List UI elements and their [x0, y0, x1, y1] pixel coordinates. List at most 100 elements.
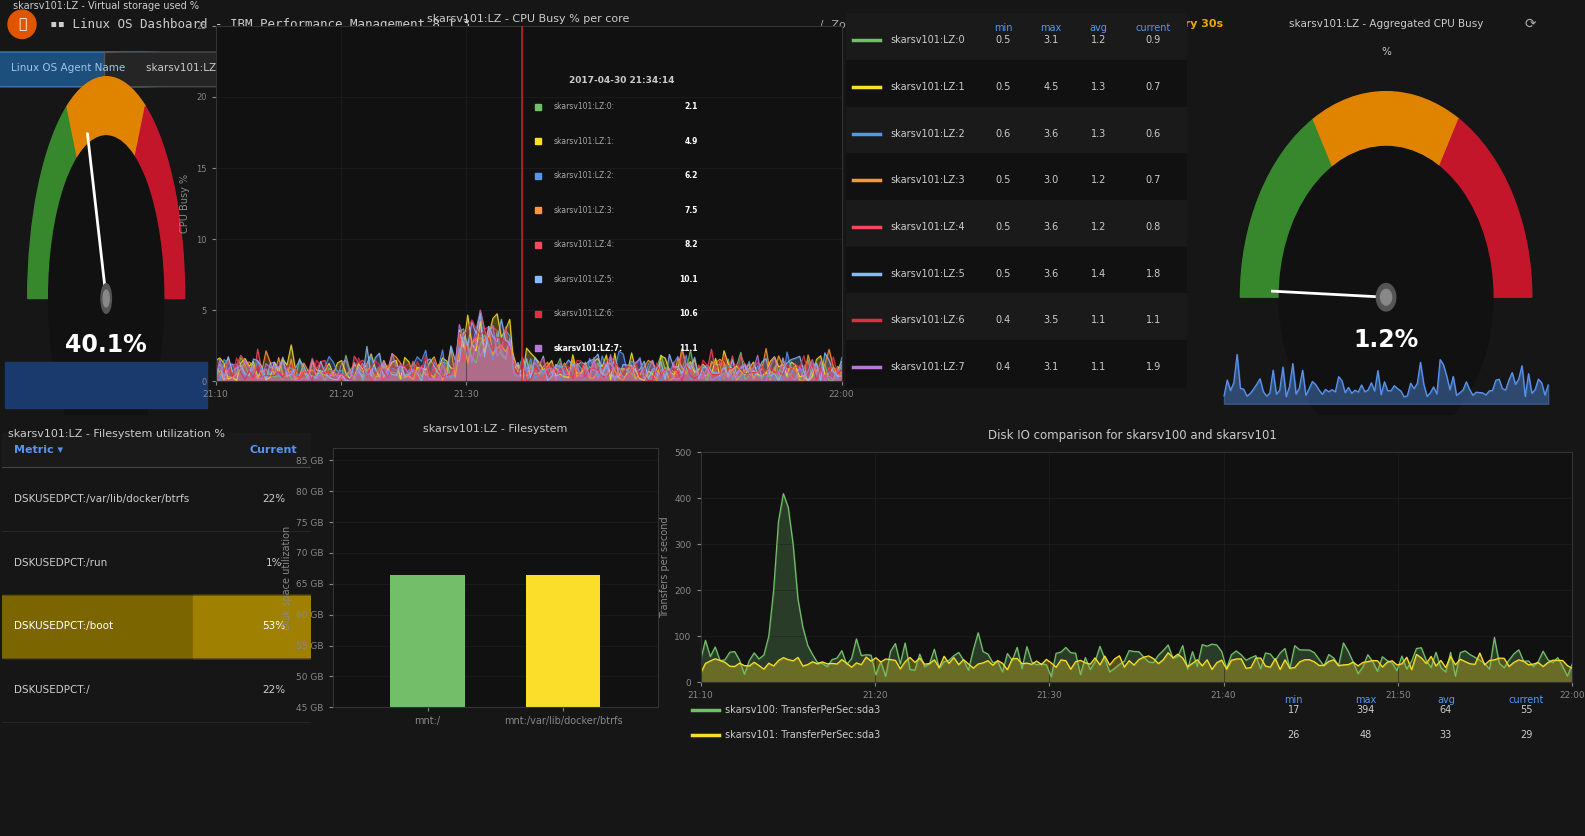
- Text: skarsv101:LZ:1:: skarsv101:LZ:1:: [555, 136, 615, 145]
- Text: skarsv101:LZ - Aggregated CPU Busy: skarsv101:LZ - Aggregated CPU Busy: [1289, 19, 1484, 29]
- Text: 55: 55: [1520, 705, 1533, 715]
- Text: 1.1: 1.1: [1090, 315, 1106, 325]
- Bar: [846, 247, 1187, 293]
- Text: 0.7: 0.7: [1146, 176, 1160, 186]
- Text: Disk IO comparison for skarsv100 and skarsv101: Disk IO comparison for skarsv100 and ska…: [987, 429, 1278, 442]
- Wedge shape: [27, 77, 184, 298]
- Text: 0.5: 0.5: [995, 268, 1011, 278]
- Text: 1.1: 1.1: [1146, 315, 1160, 325]
- Text: 1.2%: 1.2%: [1354, 329, 1419, 352]
- FancyBboxPatch shape: [0, 52, 162, 87]
- Text: ⟨  Zoom Out  ⟩: ⟨ Zoom Out ⟩: [819, 19, 899, 29]
- Text: 1.1: 1.1: [1090, 362, 1106, 372]
- Text: skarsv101:LZ:0:: skarsv101:LZ:0:: [555, 102, 615, 111]
- Wedge shape: [135, 106, 184, 298]
- Wedge shape: [1241, 120, 1333, 298]
- Wedge shape: [67, 77, 146, 158]
- Wedge shape: [27, 106, 78, 298]
- Text: 0.6: 0.6: [995, 129, 1011, 139]
- Text: skarsv101: TransferPerSec:sda3: skarsv101: TransferPerSec:sda3: [724, 730, 880, 740]
- Circle shape: [1381, 289, 1392, 305]
- Text: skarsv101:LZ:0: skarsv101:LZ:0: [891, 35, 965, 45]
- Text: Linux OS Agent Name: Linux OS Agent Name: [11, 63, 125, 73]
- Text: min: min: [994, 23, 1013, 33]
- Bar: [846, 340, 1187, 386]
- Bar: [390, 574, 464, 836]
- Text: 0.5: 0.5: [995, 35, 1011, 45]
- Text: DSKUSEDPCT:/: DSKUSEDPCT:/: [14, 685, 90, 695]
- Text: max: max: [1355, 695, 1376, 705]
- Text: 10.1: 10.1: [680, 275, 697, 283]
- Text: 48: 48: [1360, 730, 1371, 740]
- Text: skarsv101:LZ:6:: skarsv101:LZ:6:: [555, 309, 615, 319]
- Text: Current: Current: [250, 445, 298, 455]
- Text: 3.5: 3.5: [1043, 315, 1059, 325]
- Text: skarsv101:LZ:7: skarsv101:LZ:7: [891, 362, 965, 372]
- Text: min: min: [1284, 695, 1303, 705]
- Text: avg: avg: [1438, 695, 1455, 705]
- Title: skarsv101:LZ - Virtual storage used %: skarsv101:LZ - Virtual storage used %: [13, 1, 200, 11]
- Text: skarsv101:LZ:7:: skarsv101:LZ:7:: [555, 344, 623, 353]
- Text: 3.6: 3.6: [1043, 268, 1059, 278]
- Text: 3.1: 3.1: [1043, 35, 1059, 45]
- Y-axis label: Disk space utilization: Disk space utilization: [282, 526, 292, 630]
- Text: skarsv101:LZ:3: skarsv101:LZ:3: [891, 176, 965, 186]
- Circle shape: [8, 10, 36, 38]
- Bar: [846, 13, 1187, 60]
- Bar: [846, 293, 1187, 340]
- Text: skarsv100: TransferPerSec:sda3: skarsv100: TransferPerSec:sda3: [724, 705, 880, 715]
- Text: 0.9: 0.9: [1146, 35, 1160, 45]
- Circle shape: [1376, 283, 1396, 311]
- Bar: [846, 200, 1187, 247]
- Wedge shape: [1241, 92, 1531, 298]
- Text: 0.7: 0.7: [1146, 82, 1160, 92]
- Text: 40.1%: 40.1%: [65, 333, 147, 357]
- Text: 4.9: 4.9: [685, 136, 697, 145]
- Wedge shape: [1439, 120, 1531, 298]
- Bar: [2, 594, 311, 658]
- Text: 17: 17: [1287, 705, 1300, 715]
- Bar: [2, 432, 311, 467]
- Text: 1.9: 1.9: [1146, 362, 1160, 372]
- Text: ▪▪ Linux OS Dashboard - IBM Performance Management 8.1.3: ▪▪ Linux OS Dashboard - IBM Performance …: [51, 18, 471, 31]
- Text: skarsv101:LZ ▾: skarsv101:LZ ▾: [146, 63, 225, 73]
- Text: DSKUSEDPCT:/var/lib/docker/btrfs: DSKUSEDPCT:/var/lib/docker/btrfs: [14, 494, 189, 504]
- Text: skarsv101:LZ:1: skarsv101:LZ:1: [891, 82, 965, 92]
- Text: 33: 33: [1439, 730, 1452, 740]
- Y-axis label: CPU Busy %: CPU Busy %: [181, 174, 190, 233]
- Text: skarsv101:LZ:5:: skarsv101:LZ:5:: [555, 275, 615, 283]
- Bar: [526, 574, 601, 836]
- Text: %: %: [1381, 47, 1392, 57]
- Bar: [193, 594, 311, 658]
- Circle shape: [101, 283, 111, 314]
- Bar: [846, 60, 1187, 107]
- Text: 7.5: 7.5: [685, 206, 697, 215]
- Wedge shape: [1314, 92, 1458, 166]
- Text: current: current: [1135, 23, 1171, 33]
- Text: 1.2: 1.2: [1090, 176, 1106, 186]
- Text: 2017-04-30 21:34:14: 2017-04-30 21:34:14: [569, 76, 674, 85]
- Text: ⟳: ⟳: [1525, 18, 1536, 31]
- Text: 3.0: 3.0: [1043, 176, 1059, 186]
- Text: skarsv101:LZ:2: skarsv101:LZ:2: [891, 129, 965, 139]
- Text: ⏱ Last 1 hour: ⏱ Last 1 hour: [970, 19, 1043, 29]
- Text: skarsv101:LZ:6: skarsv101:LZ:6: [891, 315, 965, 325]
- Bar: [846, 153, 1187, 200]
- Text: 3.1: 3.1: [1043, 362, 1059, 372]
- Text: skarsv101:LZ - Filesystem: skarsv101:LZ - Filesystem: [423, 424, 567, 434]
- Text: 1.3: 1.3: [1090, 129, 1106, 139]
- Text: 2.1: 2.1: [685, 102, 697, 111]
- Text: 3.6: 3.6: [1043, 222, 1059, 232]
- Text: 8.2: 8.2: [685, 240, 697, 249]
- Text: skarsv101:LZ:5: skarsv101:LZ:5: [891, 268, 965, 278]
- Text: skarsv101:LZ - CPU Busy % per core: skarsv101:LZ - CPU Busy % per core: [428, 13, 629, 23]
- Text: 22%: 22%: [262, 494, 285, 504]
- Text: skarsv101:LZ:4: skarsv101:LZ:4: [891, 222, 965, 232]
- Text: 22%: 22%: [262, 685, 285, 695]
- FancyBboxPatch shape: [105, 52, 266, 87]
- Text: 0.4: 0.4: [995, 362, 1011, 372]
- Text: 0.5: 0.5: [995, 222, 1011, 232]
- Text: Refresh every 30s: Refresh every 30s: [1110, 19, 1224, 29]
- Text: max: max: [1040, 23, 1062, 33]
- Text: 🔥: 🔥: [17, 18, 27, 31]
